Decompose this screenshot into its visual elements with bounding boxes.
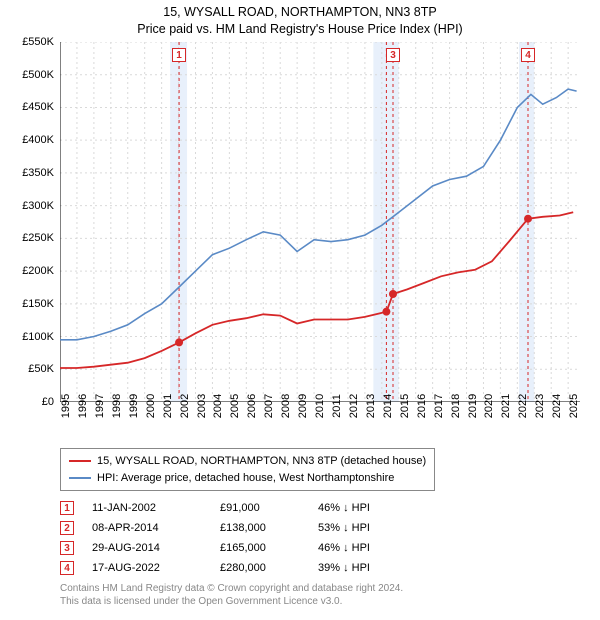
xtick-label: 1996: [77, 394, 89, 418]
xtick-label: 2025: [568, 394, 580, 418]
sale-date-4: 17-AUG-2022: [92, 562, 202, 574]
xtick-label: 2003: [196, 394, 208, 418]
ytick-label: £100K: [22, 331, 54, 343]
ytick-label: £50K: [28, 363, 54, 375]
legend-label-price-paid: 15, WYSALL ROAD, NORTHAMPTON, NN3 8TP (d…: [97, 453, 426, 470]
sale-pct-4: 39% ↓ HPI: [318, 562, 408, 574]
xtick-label: 2005: [229, 394, 241, 418]
xtick-label: 2019: [467, 394, 479, 418]
xtick-label: 2007: [263, 394, 275, 418]
ytick-label: £450K: [22, 101, 54, 113]
ytick-label: £500K: [22, 69, 54, 81]
sale-pct-1: 46% ↓ HPI: [318, 502, 408, 514]
xtick-label: 2008: [280, 394, 292, 418]
xtick-label: 2022: [517, 394, 529, 418]
sale-row-1: 1 11-JAN-2002 £91,000 46% ↓ HPI: [60, 498, 408, 518]
chart-plot-area: £0£50K£100K£150K£200K£250K£300K£350K£400…: [60, 42, 580, 402]
title-line-2: Price paid vs. HM Land Registry's House …: [0, 21, 600, 38]
chart-marker-1: 1: [172, 48, 186, 62]
xtick-label: 1997: [94, 394, 106, 418]
legend-box: 15, WYSALL ROAD, NORTHAMPTON, NN3 8TP (d…: [60, 448, 435, 491]
chart-marker-3: 3: [386, 48, 400, 62]
ytick-label: £200K: [22, 265, 54, 277]
title-line-1: 15, WYSALL ROAD, NORTHAMPTON, NN3 8TP: [0, 4, 600, 21]
sale-price-4: £280,000: [220, 562, 300, 574]
sale-pct-3: 46% ↓ HPI: [318, 542, 408, 554]
xtick-label: 2010: [314, 394, 326, 418]
chart-container: 15, WYSALL ROAD, NORTHAMPTON, NN3 8TP Pr…: [0, 0, 600, 620]
sale-date-2: 08-APR-2014: [92, 522, 202, 534]
xtick-label: 1999: [128, 394, 140, 418]
xtick-label: 2000: [145, 394, 157, 418]
sale-pct-2: 53% ↓ HPI: [318, 522, 408, 534]
legend-item-price-paid: 15, WYSALL ROAD, NORTHAMPTON, NN3 8TP (d…: [69, 453, 426, 470]
xtick-label: 2013: [365, 394, 377, 418]
chart-marker-4: 4: [521, 48, 535, 62]
footer-attribution: Contains HM Land Registry data © Crown c…: [60, 582, 403, 608]
xtick-label: 2024: [551, 394, 563, 418]
sale-date-3: 29-AUG-2014: [92, 542, 202, 554]
xtick-label: 1995: [60, 394, 72, 418]
sale-marker-1: 1: [60, 501, 74, 515]
sale-price-1: £91,000: [220, 502, 300, 514]
xtick-label: 2023: [534, 394, 546, 418]
legend-label-hpi: HPI: Average price, detached house, West…: [97, 470, 394, 487]
sale-price-3: £165,000: [220, 542, 300, 554]
chart-svg: [60, 42, 580, 402]
xtick-label: 2016: [416, 394, 428, 418]
sales-table: 1 11-JAN-2002 £91,000 46% ↓ HPI 2 08-APR…: [60, 498, 408, 578]
footer-line-1: Contains HM Land Registry data © Crown c…: [60, 582, 403, 595]
xtick-label: 2015: [399, 394, 411, 418]
xtick-label: 2004: [212, 394, 224, 418]
xtick-label: 2011: [331, 394, 343, 418]
sale-row-3: 3 29-AUG-2014 £165,000 46% ↓ HPI: [60, 538, 408, 558]
xtick-label: 1998: [111, 394, 123, 418]
xtick-label: 2018: [450, 394, 462, 418]
xtick-label: 2017: [433, 394, 445, 418]
sale-row-4: 4 17-AUG-2022 £280,000 39% ↓ HPI: [60, 558, 408, 578]
title-block: 15, WYSALL ROAD, NORTHAMPTON, NN3 8TP Pr…: [0, 0, 600, 38]
xtick-label: 2002: [179, 394, 191, 418]
ytick-label: £250K: [22, 232, 54, 244]
xtick-label: 2020: [483, 394, 495, 418]
sale-price-2: £138,000: [220, 522, 300, 534]
xtick-label: 2009: [297, 394, 309, 418]
sale-marker-2: 2: [60, 521, 74, 535]
footer-line-2: This data is licensed under the Open Gov…: [60, 595, 403, 608]
xtick-label: 2021: [500, 394, 512, 418]
ytick-label: £150K: [22, 298, 54, 310]
legend-swatch-price-paid: [69, 460, 91, 462]
legend-swatch-hpi: [69, 477, 91, 479]
xtick-label: 2006: [246, 394, 258, 418]
xtick-label: 2012: [348, 394, 360, 418]
ytick-label: £0: [42, 396, 54, 408]
ytick-label: £300K: [22, 200, 54, 212]
sale-row-2: 2 08-APR-2014 £138,000 53% ↓ HPI: [60, 518, 408, 538]
sale-marker-4: 4: [60, 561, 74, 575]
sale-date-1: 11-JAN-2002: [92, 502, 202, 514]
sale-marker-3: 3: [60, 541, 74, 555]
xtick-label: 2001: [162, 394, 174, 418]
xtick-label: 2014: [382, 394, 394, 418]
ytick-label: £350K: [22, 167, 54, 179]
ytick-label: £400K: [22, 134, 54, 146]
ytick-label: £550K: [22, 36, 54, 48]
legend-item-hpi: HPI: Average price, detached house, West…: [69, 470, 426, 487]
